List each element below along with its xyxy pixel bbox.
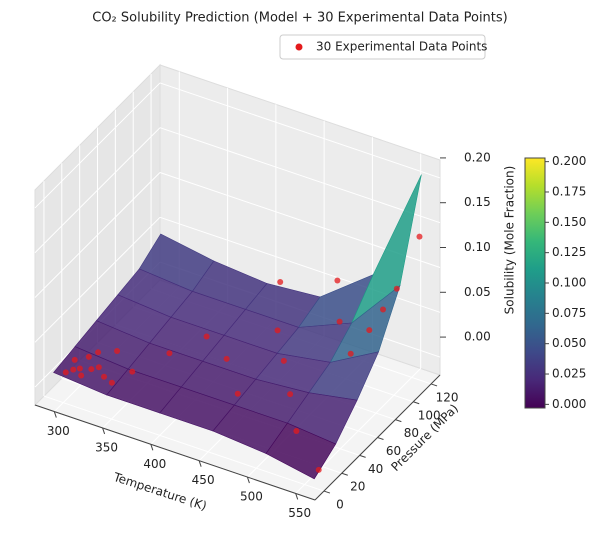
y-tick (341, 472, 348, 476)
y-tick-label: 40 (368, 462, 383, 476)
y-tick (413, 401, 420, 405)
y-tick (430, 383, 438, 387)
grid-line (34, 127, 161, 254)
data-point (62, 369, 69, 376)
x-tick (150, 444, 154, 451)
surface-cell (265, 422, 337, 480)
data-point (76, 365, 83, 372)
x-axis (34, 404, 316, 501)
colorbar-tick-label: 0.075 (552, 306, 586, 320)
colorbar-tick-label: 0.050 (552, 336, 586, 350)
grid-line (159, 82, 441, 179)
grid-line (34, 82, 161, 209)
y-tick-label: 20 (350, 480, 365, 494)
data-point (108, 379, 115, 386)
z-axis-label: Solubility (Mole Fraction) (503, 166, 517, 315)
y-tick-label: 100 (418, 408, 441, 422)
x-tick-label: 400 (143, 457, 166, 471)
colorbar (524, 157, 546, 409)
y-tick-label: 0 (336, 498, 344, 512)
data-point (234, 390, 241, 397)
x-tick-label: 500 (240, 490, 263, 504)
colorbar-tick-label: 0.025 (552, 367, 586, 381)
grid-line (43, 395, 325, 492)
data-point (274, 327, 281, 334)
legend-label: 30 Experimental Data Points (316, 40, 487, 54)
data-point (277, 278, 284, 285)
z-tick-label: 0.00 (464, 330, 491, 344)
data-point (336, 318, 343, 325)
x-tick-label: 350 (95, 440, 118, 454)
data-point (85, 353, 92, 360)
data-point (95, 349, 102, 356)
data-point (287, 391, 294, 398)
x-tick-label: 300 (47, 424, 70, 438)
y-tick (395, 419, 402, 423)
x-tick (295, 493, 299, 500)
data-point (280, 357, 287, 364)
colorbar-tick-label: 0.100 (552, 276, 586, 290)
data-point (129, 368, 136, 375)
data-point (71, 356, 78, 363)
x-tick-label: 550 (288, 506, 311, 520)
grid-line (34, 216, 161, 343)
x-tick (53, 411, 57, 418)
data-point (70, 366, 77, 373)
grid-line (159, 127, 441, 224)
data-point (166, 350, 173, 357)
y-tick (359, 454, 366, 458)
colorbar-tick-label: 0.125 (552, 245, 586, 259)
z-tick-label: 0.05 (464, 285, 491, 299)
data-point (114, 347, 121, 354)
legend-marker (295, 43, 303, 51)
data-point (347, 350, 354, 357)
y-axis (314, 374, 441, 501)
data-point (88, 366, 95, 373)
data-point (293, 427, 300, 434)
z-tick-label: 0.10 (464, 240, 491, 254)
y-tick (323, 490, 331, 494)
grid-line (34, 172, 161, 298)
data-point (223, 355, 230, 362)
x-tick-label: 450 (192, 473, 215, 487)
z-tick-label: 0.15 (464, 195, 491, 209)
data-point (95, 364, 102, 371)
data-point (380, 306, 387, 313)
x-tick (198, 460, 202, 467)
colorbar-tick-label: 0.200 (552, 154, 586, 168)
data-point (416, 233, 423, 240)
data-point (315, 466, 322, 473)
data-point (78, 372, 85, 379)
y-tick-label: 60 (386, 444, 401, 458)
data-point (203, 333, 210, 340)
colorbar-tick-label: 0.150 (552, 215, 586, 229)
x-tick (246, 476, 250, 484)
z-tick-label: 0.20 (464, 150, 491, 164)
y-tick (377, 437, 384, 440)
data-point (334, 277, 341, 284)
colorbar-tick-label: 0.000 (552, 397, 586, 411)
y-tick-label: 120 (436, 390, 459, 404)
chart-title: CO₂ Solubility Prediction (Model + 30 Ex… (92, 11, 508, 26)
x-tick (102, 427, 106, 435)
y-tick-label: 80 (404, 426, 419, 440)
data-point (366, 327, 373, 334)
data-point (393, 285, 400, 292)
legend-box (279, 34, 486, 60)
colorbar-tick-label: 0.175 (552, 184, 586, 198)
data-point (101, 373, 108, 380)
